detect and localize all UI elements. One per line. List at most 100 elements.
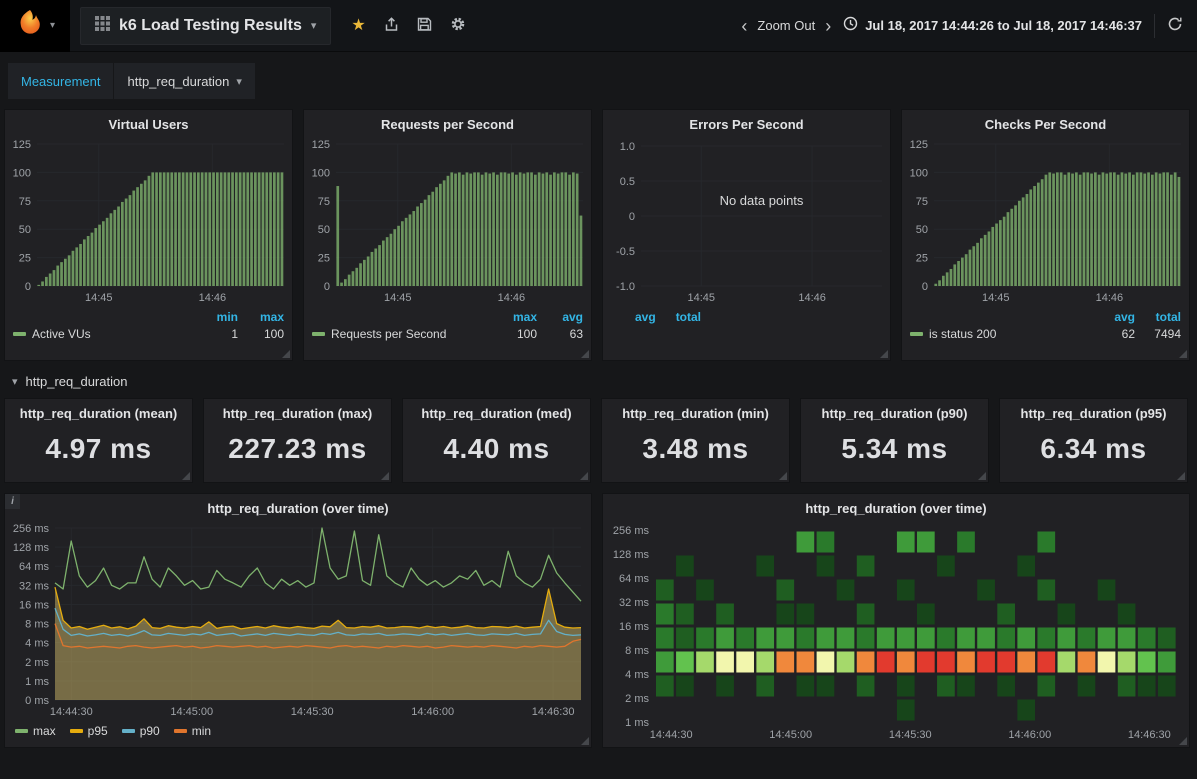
virtual-users-chart[interactable]: 025507510012514:4514:46 [5, 136, 292, 306]
panel-info-icon[interactable]: i [5, 494, 20, 509]
measurement-value: http_req_duration [127, 74, 229, 89]
resize-handle[interactable] [1179, 350, 1187, 358]
resize-handle[interactable] [1179, 737, 1187, 745]
svg-text:14:46: 14:46 [1096, 292, 1124, 304]
svg-text:125: 125 [312, 139, 330, 151]
grafana-flame-icon [15, 8, 45, 43]
resize-handle[interactable] [381, 472, 389, 480]
section-title: http_req_duration [26, 374, 128, 389]
duration-over-time-chart[interactable]: 0 ms1 ms2 ms4 ms8 ms16 ms32 ms64 ms128 m… [5, 520, 591, 720]
resize-handle[interactable] [581, 350, 589, 358]
dashboard-picker[interactable]: k6 Load Testing Results ▾ [80, 7, 331, 45]
resize-handle[interactable] [880, 350, 888, 358]
legend-header[interactable]: avg [537, 310, 583, 324]
legend-value: 100 [238, 327, 284, 341]
measurement-label[interactable]: Measurement [21, 74, 100, 89]
legend-swatch [70, 729, 83, 733]
svg-text:25: 25 [916, 253, 928, 265]
duration-heatmap-chart[interactable]: 1 ms2 ms4 ms8 ms16 ms32 ms64 ms128 ms256… [603, 520, 1189, 744]
errors-per-second-chart[interactable]: 1.00.50-0.5-1.0No data points14:4514:46 [603, 136, 890, 306]
legend-series-label[interactable]: is status 200 [929, 327, 996, 341]
stat-value: 5.34 ms [801, 433, 988, 465]
legend-header[interactable]: min [192, 310, 238, 324]
zoom-out-button[interactable]: Zoom Out [757, 18, 815, 33]
svg-text:0: 0 [25, 281, 31, 293]
legend-header[interactable]: avg [635, 310, 656, 324]
legend-item[interactable]: min [174, 724, 211, 738]
row-toggle-http-req-duration[interactable]: ▾ http_req_duration [0, 361, 1197, 398]
time-range-picker[interactable]: Jul 18, 2017 14:44:26 to Jul 18, 2017 14… [843, 16, 1142, 36]
refresh-button[interactable] [1167, 16, 1183, 35]
panel-stat-max: http_req_duration (max) 227.23 ms [203, 398, 392, 483]
refresh-icon [1167, 16, 1183, 35]
resize-handle[interactable] [978, 472, 986, 480]
measurement-dropdown[interactable]: http_req_duration ▾ [114, 63, 254, 99]
svg-text:4 ms: 4 ms [25, 638, 49, 650]
panel-title[interactable]: Checks Per Second [902, 110, 1189, 136]
dashboard-title: k6 Load Testing Results [119, 17, 302, 35]
grafana-logo[interactable]: ▾ [0, 0, 70, 52]
svg-text:75: 75 [318, 196, 330, 208]
time-shift-back-button[interactable]: ‹ [741, 17, 747, 35]
legend-series-label[interactable]: Active VUs [32, 327, 91, 341]
legend-header[interactable]: max [238, 310, 284, 324]
legend-item[interactable]: p95 [70, 724, 108, 738]
panel-title[interactable]: http_req_duration (min) [602, 399, 789, 425]
navbar: ▾ k6 Load Testing Results ▾ ★ [0, 0, 1197, 52]
row-bottom-graphs: i http_req_duration (over time) 0 ms1 ms… [0, 493, 1197, 748]
svg-text:0: 0 [922, 281, 928, 293]
panel-title[interactable]: Requests per Second [304, 110, 591, 136]
svg-text:-1.0: -1.0 [616, 281, 635, 293]
svg-text:14:44:30: 14:44:30 [50, 706, 93, 718]
svg-text:14:45:00: 14:45:00 [170, 706, 213, 718]
svg-text:256 ms: 256 ms [613, 525, 650, 537]
legend-series-row: is status 200627494 [910, 325, 1181, 342]
panel-checks-per-second: Checks Per Second 025507510012514:4514:4… [901, 109, 1190, 361]
panel-title[interactable]: Errors Per Second [603, 110, 890, 136]
panel-requests-per-second: Requests per Second 025507510012514:4514… [303, 109, 592, 361]
time-shift-forward-button[interactable]: › [825, 17, 831, 35]
panel-title[interactable]: http_req_duration (over time) [603, 494, 1189, 520]
resize-handle[interactable] [282, 350, 290, 358]
resize-handle[interactable] [580, 472, 588, 480]
share-button[interactable] [384, 17, 399, 35]
checks-per-second-chart[interactable]: 025507510012514:4514:46 [902, 136, 1189, 306]
resize-handle[interactable] [779, 472, 787, 480]
panel-title[interactable]: http_req_duration (over time) [5, 494, 591, 520]
panel-title[interactable]: http_req_duration (p95) [1000, 399, 1187, 425]
legend-header[interactable]: avg [1089, 310, 1135, 324]
panel-legend: avg total [603, 306, 890, 325]
settings-button[interactable] [450, 16, 466, 35]
panel-title[interactable]: http_req_duration (max) [204, 399, 391, 425]
resize-handle[interactable] [581, 737, 589, 745]
star-button[interactable]: ★ [351, 18, 365, 34]
svg-text:14:46:00: 14:46:00 [411, 706, 454, 718]
legend-item[interactable]: p90 [122, 724, 160, 738]
svg-text:No data points: No data points [720, 193, 804, 208]
legend-series-label[interactable]: Requests per Second [331, 327, 446, 341]
panel-duration-over-time: i http_req_duration (over time) 0 ms1 ms… [4, 493, 592, 748]
panel-stat-min: http_req_duration (min) 3.48 ms [601, 398, 790, 483]
panel-title[interactable]: http_req_duration (med) [403, 399, 590, 425]
legend-header[interactable]: total [1135, 310, 1181, 324]
requests-per-second-chart[interactable]: 025507510012514:4514:46 [304, 136, 591, 306]
legend-header[interactable]: max [491, 310, 537, 324]
panel-title[interactable]: Virtual Users [5, 110, 292, 136]
svg-text:14:44:30: 14:44:30 [650, 729, 693, 741]
save-button[interactable] [417, 17, 432, 35]
legend-item[interactable]: max [15, 724, 56, 738]
panel-title[interactable]: http_req_duration (mean) [5, 399, 192, 425]
resize-handle[interactable] [182, 472, 190, 480]
legend-swatch [312, 332, 325, 336]
legend-series-label: max [33, 724, 56, 738]
legend-series-label: min [192, 724, 211, 738]
dashboard-submenu: Measurement http_req_duration ▾ [0, 52, 1197, 109]
panel-title[interactable]: http_req_duration (p90) [801, 399, 988, 425]
legend-header[interactable]: total [676, 310, 701, 324]
row-singlestats: http_req_duration (mean) 4.97 ms http_re… [0, 398, 1197, 483]
resize-handle[interactable] [1177, 472, 1185, 480]
stat-value: 4.97 ms [5, 433, 192, 465]
legend-value: 1 [192, 327, 238, 341]
svg-text:14:46:30: 14:46:30 [1128, 729, 1171, 741]
share-icon [384, 17, 399, 35]
